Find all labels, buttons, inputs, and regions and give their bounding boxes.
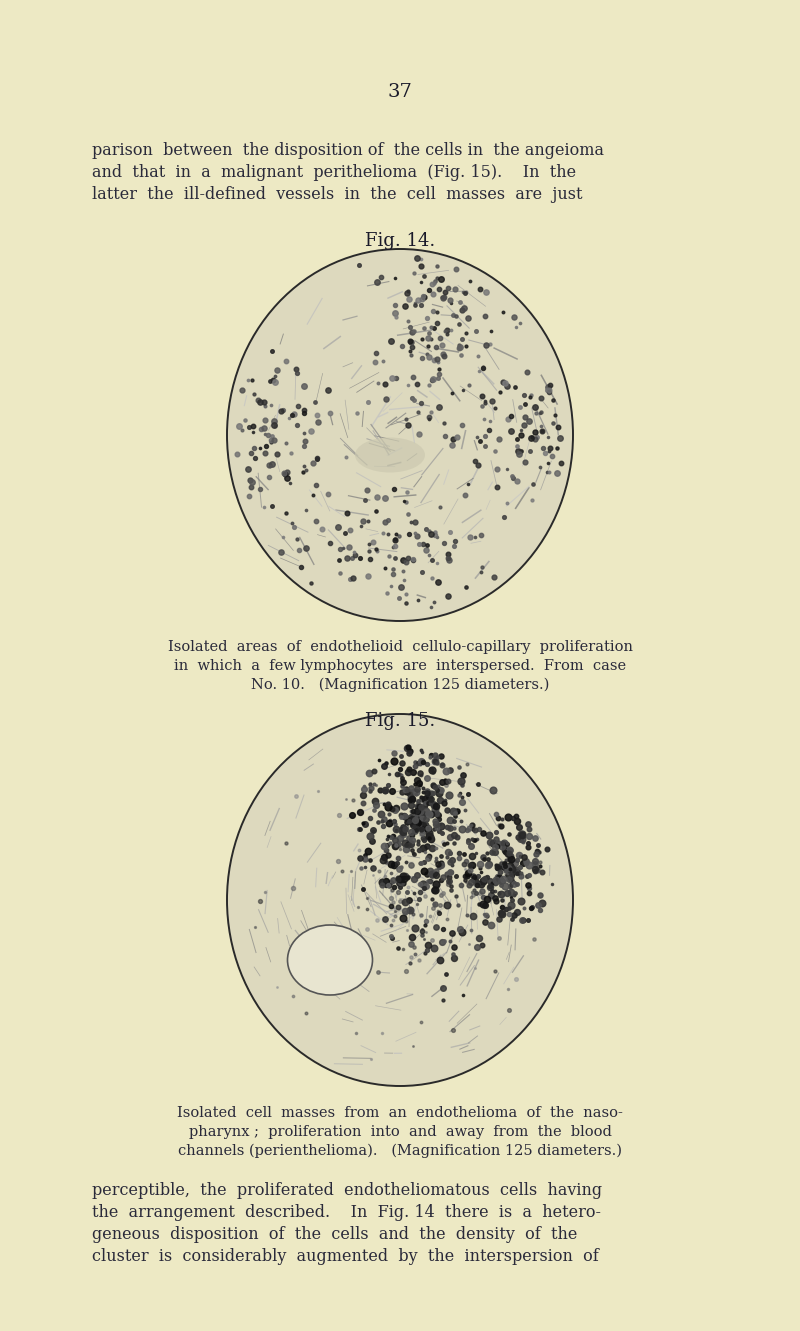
Text: in  which  a  few lymphocytes  are  interspersed.  From  case: in which a few lymphocytes are intersper… — [174, 659, 626, 673]
Ellipse shape — [287, 925, 373, 996]
Text: No. 10.   (Magnification 125 diameters.): No. 10. (Magnification 125 diameters.) — [251, 677, 549, 692]
Text: perceptible,  the  proliferated  endotheliomatous  cells  having: perceptible, the proliferated endothelio… — [92, 1182, 602, 1199]
Text: channels (perienthelioma).   (Magnification 125 diameters.): channels (perienthelioma). (Magnificatio… — [178, 1145, 622, 1158]
Text: latter  the  ill-defined  vessels  in  the  cell  masses  are  just: latter the ill-defined vessels in the ce… — [92, 186, 582, 204]
Text: Isolated  cell  masses  from  an  endothelioma  of  the  naso-: Isolated cell masses from an endotheliom… — [177, 1106, 623, 1119]
Text: Fig. 15.: Fig. 15. — [365, 712, 435, 729]
Text: and  that  in  a  malignant  perithelioma  (Fig. 15).    In  the: and that in a malignant perithelioma (Fi… — [92, 164, 576, 181]
Text: pharynx ;  proliferation  into  and  away  from  the  blood: pharynx ; proliferation into and away fr… — [189, 1125, 611, 1139]
Text: geneous  disposition  of  the  cells  and  the  density  of  the: geneous disposition of the cells and the… — [92, 1226, 578, 1243]
Ellipse shape — [227, 713, 573, 1086]
Text: cluster  is  considerably  augmented  by  the  interspersion  of: cluster is considerably augmented by the… — [92, 1248, 598, 1264]
Text: the  arrangement  described.    In  Fig. 14  there  is  a  hetero-: the arrangement described. In Fig. 14 th… — [92, 1205, 601, 1221]
Ellipse shape — [227, 249, 573, 622]
Text: 37: 37 — [387, 83, 413, 101]
Ellipse shape — [355, 438, 425, 473]
Text: parison  between  the disposition of  the cells in  the angeioma: parison between the disposition of the c… — [92, 142, 604, 158]
Text: Isolated  areas  of  endothelioid  cellulo-capillary  proliferation: Isolated areas of endothelioid cellulo-c… — [167, 640, 633, 654]
Text: Fig. 14.: Fig. 14. — [365, 232, 435, 250]
